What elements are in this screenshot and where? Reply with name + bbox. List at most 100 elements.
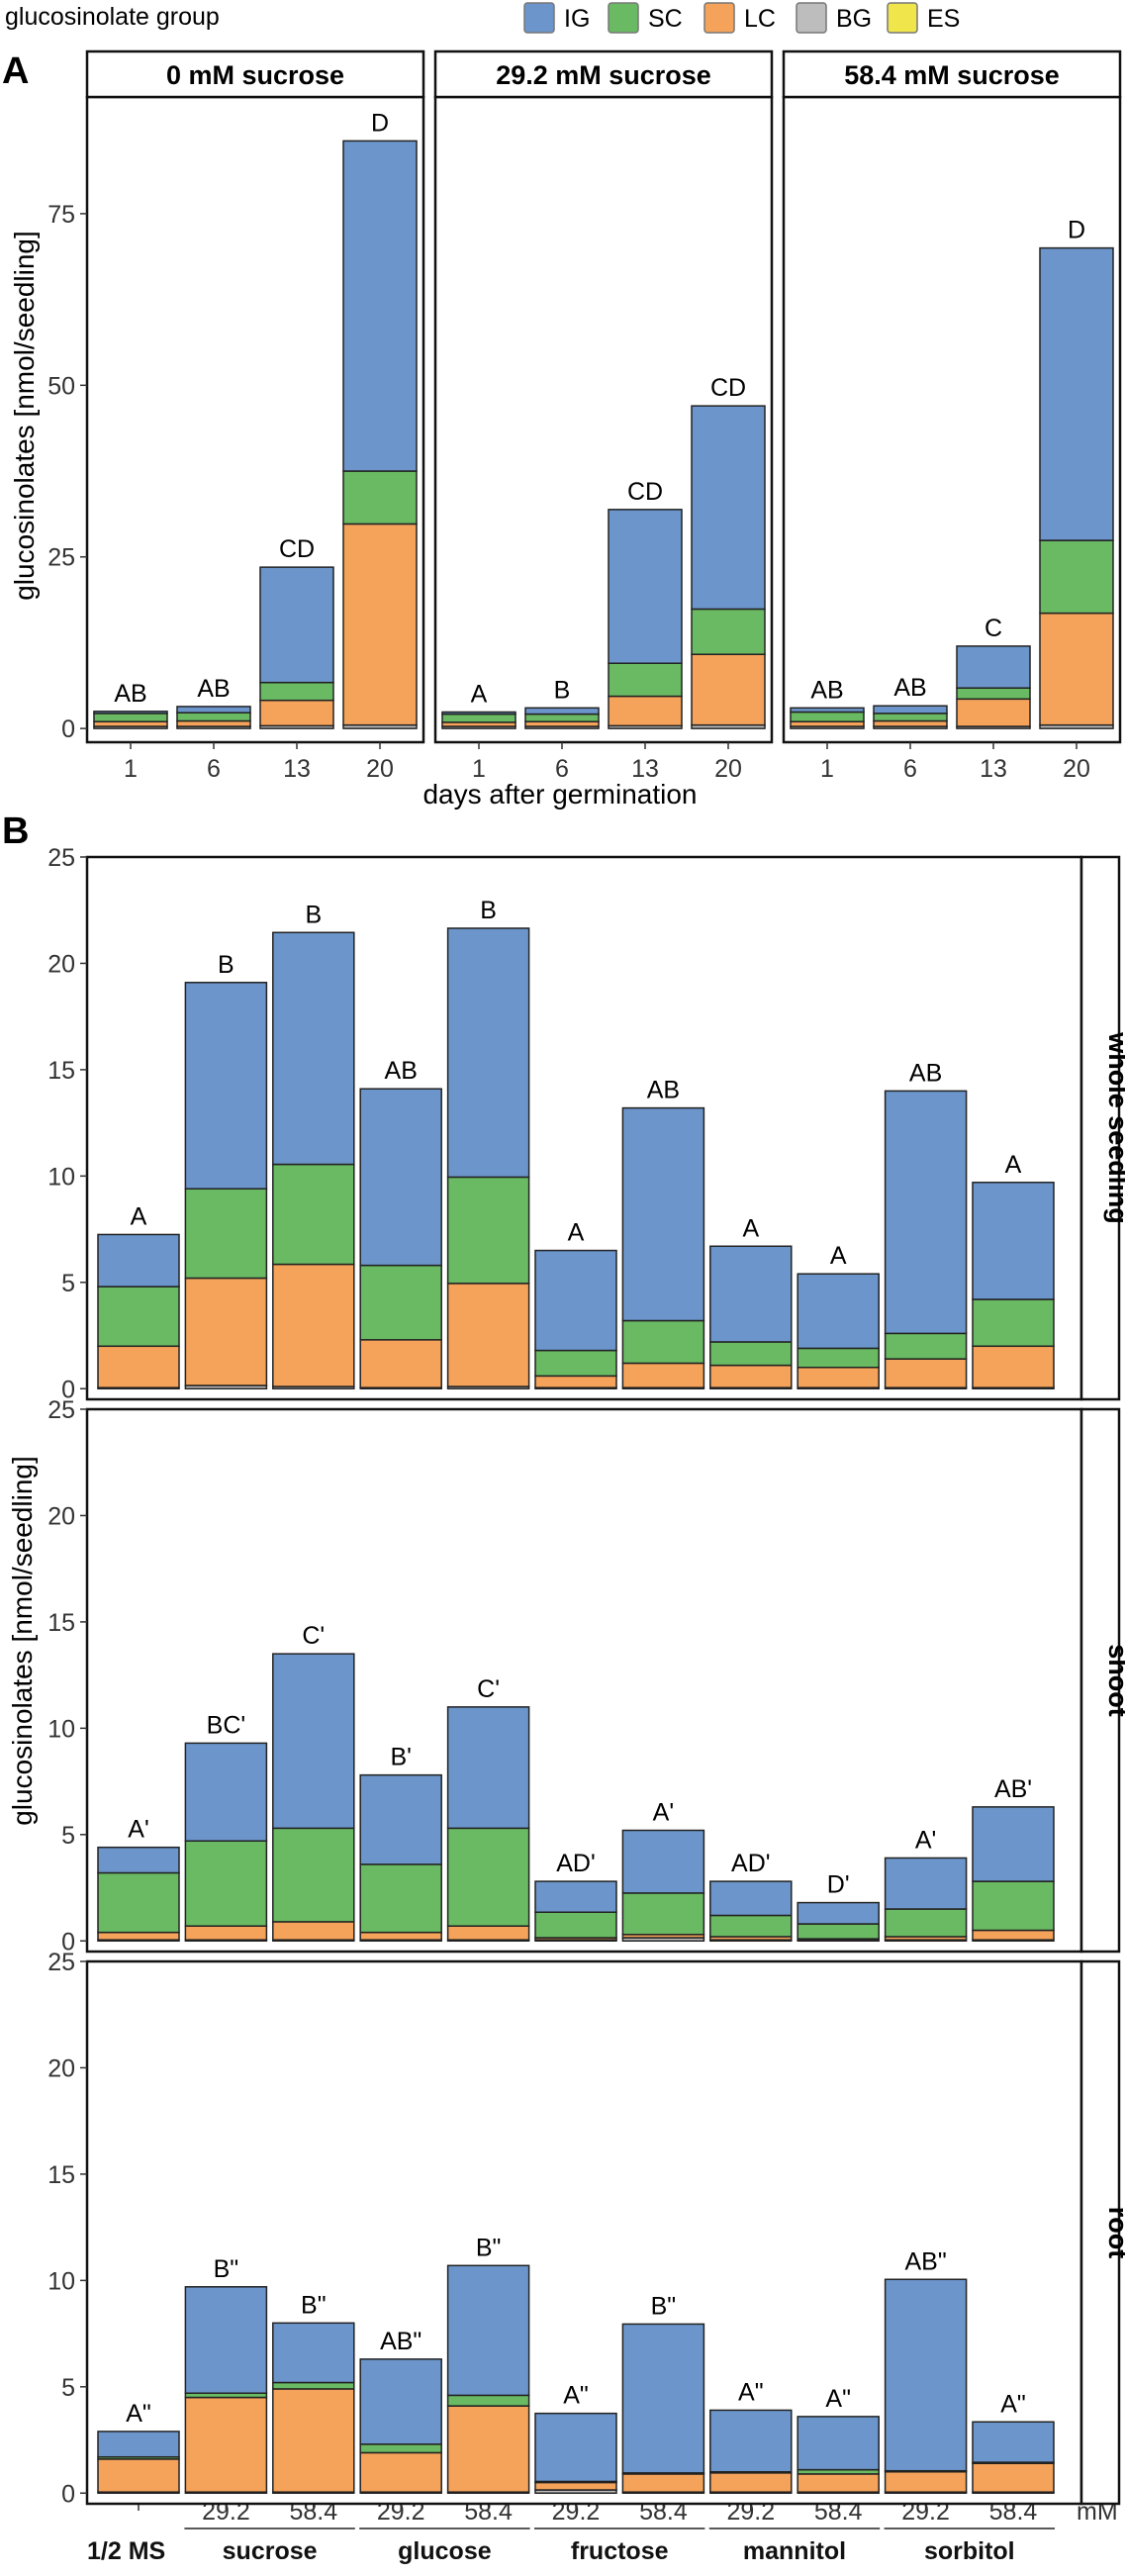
panel-b-facet-2-bar-8-sc [709, 1914, 793, 1938]
panel-b-facet-2-significance-letter: C' [302, 1622, 325, 1650]
panel-a-facet-3: AB 1 AB 6 C 13 D 20 58.4 mM sucrose [782, 49, 1122, 783]
panel-a-facet-2-bar-1-sc [441, 713, 516, 723]
panel-b-facet-2-strip [1079, 1407, 1121, 1954]
panel-a-facet-2-significance-letter: CD [627, 478, 663, 506]
panel-a-x-axis-title: days after germination [422, 779, 697, 810]
panel-b-facet-3-strip-title: root [1103, 2207, 1125, 2258]
panel-a-facet-2-bar-3-lc [608, 695, 683, 727]
panel-a-facet-3-xtick-label: 13 [980, 755, 1007, 783]
legend: glucosinolate group IG SC LC BG ES [5, 2, 960, 34]
panel-a-facet-1-bar-4-ig [342, 140, 418, 472]
panel-b-facet-1-bar-4-ig [359, 1088, 442, 1267]
panel-b-group-label: sucrose [223, 2537, 318, 2565]
panel-a-facet-2-bar-4-lc [691, 653, 766, 726]
panel-a-facet-2-bar-3-sc [608, 662, 683, 698]
panel-b-facet-2-significance-letter: AD' [556, 1850, 596, 1877]
panel-b-facet-2-strip-title: shoot [1103, 1644, 1125, 1717]
panel-b-facet-1-bar-5-lc [446, 1283, 530, 1387]
panel-b-x-axis: 29.2 58.4 29.2 58.4 29.2 58.4 29.2 58.4 29.2 58.4… [87, 2498, 1118, 2565]
legend-title: glucosinolate group [5, 3, 220, 31]
panel-b-facet-3-bar-3-lc [272, 2388, 355, 2493]
panel-b-facet-1-significance-letter: A [830, 1242, 847, 1270]
panel-b-facet-3-bar-6-lc [534, 2481, 617, 2491]
panel-b-facet-3-bar-11-ig [972, 2421, 1055, 2463]
panel-b-facet-1-bar-8-lc [709, 1364, 793, 1388]
panel-b-facet-3-bar-2-ig [184, 2286, 268, 2395]
panel-a-facet-1-ytick-label: 25 [47, 544, 75, 572]
panel-b-facet-3-bar-4-lc [359, 2451, 442, 2493]
panel-b-group-label: mannitol [743, 2537, 846, 2565]
panel-b-facet-1-ytick-label: 25 [47, 844, 75, 872]
panel-b-facet-1-bar-5-ig [446, 927, 530, 1179]
panel-a-facet-3-xtick-label: 20 [1063, 755, 1090, 783]
panel-b-facet-1-bar-1-ig [97, 1233, 180, 1288]
panel-a-facet-2-strip-title: 29.2 mM sucrose [496, 60, 711, 90]
panel-a-facet-1-xtick-label: 6 [207, 755, 221, 783]
panel-b-facet-3-significance-letter: B" [476, 2234, 502, 2261]
panel-b-facet-2-ytick-label: 20 [47, 1502, 75, 1530]
panel-b-facet-3-ytick-label: 25 [47, 1949, 75, 1976]
panel-b-facet-1-bar-7-lc [621, 1362, 705, 1388]
panel-b-facet-3-bar-4-ig [359, 2358, 442, 2445]
panel-b-facet-1-significance-letter: B [480, 897, 497, 924]
panel-b-facet-2-bar-11-lc [972, 1929, 1055, 1941]
panel-b-facet-1-bar-2-lc [184, 1277, 268, 1386]
panel-a-facet-2-significance-letter: A [471, 680, 488, 708]
panel-a-facet-2-bar-2-sc [524, 713, 600, 722]
panel-a-facet-3-xtick-label: 6 [903, 755, 917, 783]
panel-b-facet-1-bar-9-sc [797, 1347, 880, 1369]
panel-a-facet-3-significance-letter: AB [893, 674, 926, 702]
panel-b-facet-3-bar-10-lc [884, 2471, 968, 2493]
panel-a-facet-3-bar-4-sc [1039, 539, 1114, 615]
panel-b-facet-3-bar-4-sc [359, 2443, 442, 2454]
panel-b-facet-2-bar-4-ig [359, 1773, 442, 1865]
panel-a-facet-1-significance-letter: AB [114, 680, 146, 708]
panel-b-facet-2-significance-letter: A' [915, 1826, 936, 1854]
panel-b-facet-3-bar-7-lc [621, 2473, 705, 2493]
panel-b-facet-1-significance-letter: AB [647, 1077, 680, 1104]
panel-b-facet-1-bar-3-lc [272, 1263, 355, 1387]
panel-b-facet-1-bar-11-lc [972, 1345, 1055, 1388]
panel-a-facet-2-bar-2-ig [524, 707, 600, 716]
panel-a-facet-2-significance-letter: CD [710, 374, 746, 402]
panel-b-facet-1-ytick-label: 10 [47, 1163, 75, 1191]
panel-a-facet-1-bar-4-lc [342, 523, 418, 726]
panel-b-facet-1-bar-3-ig [272, 931, 355, 1166]
panel-b-facet-2-bar-3-sc [272, 1827, 355, 1923]
panel-a-facet-3-bar-4-lc [1039, 612, 1114, 726]
panel-b-facet-2-bar-7-sc [621, 1892, 705, 1936]
panel-b-facet-2-bar-2-sc [184, 1840, 268, 1927]
panel-b-facet-2-bar-5-sc [446, 1827, 530, 1927]
panel-a-facet-3-bar-2-sc [873, 713, 948, 722]
panel-b-facet-2-bar-4-sc [359, 1863, 442, 1934]
legend-label-es: ES [927, 5, 960, 33]
panel-b-facet-3-significance-letter: A" [563, 2382, 589, 2410]
panel-b-facet-1-bar-6-ig [534, 1249, 617, 1352]
panel-b-facet-2-bar-11-sc [972, 1880, 1055, 1932]
panel-b-facet-2-significance-letter: C' [477, 1675, 500, 1703]
panel-b-facet-1-bar-10-ig [884, 1090, 968, 1335]
panel-b-facet-1-bar-3-sc [272, 1163, 355, 1266]
panel-b-facet-2-bar-4-lc [359, 1931, 442, 1941]
panel-b-facet-1-significance-letter: B [305, 901, 322, 928]
panel-b-facet-3-bar-5-ig [446, 2264, 530, 2397]
panel-a-facet-1-bar-1-ig [93, 711, 168, 715]
panel-a-facet-2-xtick-label: 13 [631, 755, 659, 783]
panel-b-facet-3-ytick-label: 10 [47, 2267, 75, 2295]
panel-b-facet-1-ytick-label: 15 [47, 1057, 75, 1085]
panel-a-tag: A [2, 50, 29, 92]
panel-a-facet-1-strip-title: 0 mM sucrose [166, 60, 344, 90]
panel-a-facet-2: A 1 B 6 CD 13 CD 20 29.2 mM sucrose [433, 49, 774, 783]
panel-a-facet-3-significance-letter: C [984, 615, 1002, 642]
panel-b-facet-1-bar-1-lc [97, 1345, 180, 1388]
panel-a-facet-1-significance-letter: D [371, 109, 389, 137]
panel-a-facet-1-significance-letter: CD [279, 535, 315, 563]
panel-b-facet-2-bar-5-ig [446, 1706, 530, 1830]
panel-b-facet-1-bar-10-sc [884, 1332, 968, 1360]
panel-b-facet-3-significance-letter: AB" [380, 2328, 422, 2355]
panel-b-facet-2-bar-1-ig [97, 1846, 180, 1874]
panel-b-facet-2-bar-1-sc [97, 1871, 180, 1934]
panel-b-facet-2-ytick-label: 15 [47, 1609, 75, 1637]
panel-b-facet-2-significance-letter: AB' [994, 1775, 1032, 1803]
